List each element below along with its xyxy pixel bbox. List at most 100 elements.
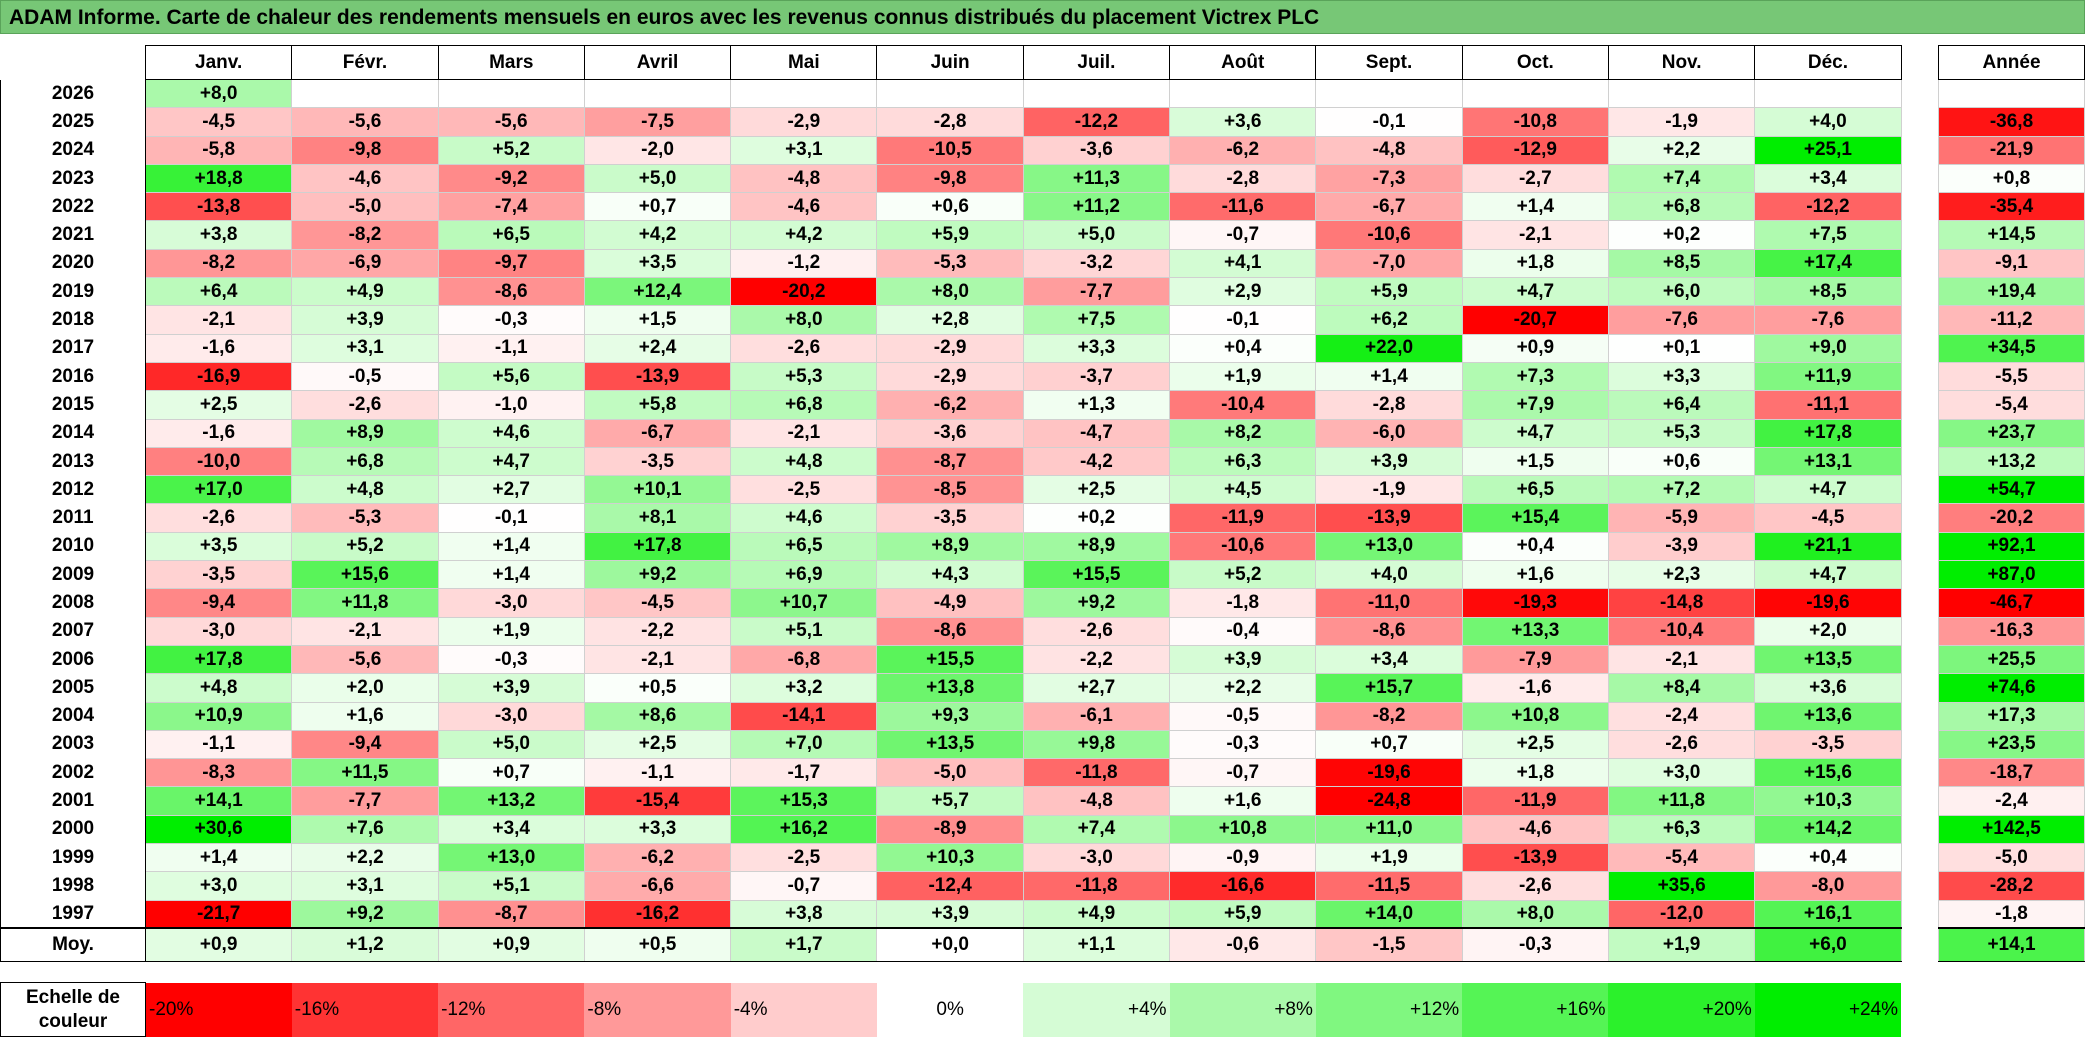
average-row: Moy. +0,9 +1,2 +0,9 +0,5 +1,7 +0,0 +1,1 -0,6 -1,5…	[0, 927, 1902, 962]
heat-cell: +1,6	[1461, 560, 1609, 590]
heat-cell: +2,5	[1461, 729, 1609, 760]
year-label: 1999	[0, 843, 146, 872]
heat-cell: -10,8	[1461, 107, 1609, 137]
heat-cell: -7,9	[1461, 644, 1609, 675]
year-label: 2017	[0, 334, 146, 363]
heat-cell: +13,2	[437, 786, 585, 816]
heat-cell: +0,2	[1607, 220, 1756, 250]
scale-step: -12%	[438, 982, 585, 1037]
annual-table: Année -36,8 -21,9 +0,8 -35,4 +14,5 -9,1 +19,4-…	[1938, 45, 2085, 962]
year-label: 2016	[0, 362, 146, 391]
average-cell: +0,9	[144, 927, 293, 962]
heat-cell: -21,7	[144, 899, 293, 929]
heat-cell: +3,2	[730, 673, 878, 703]
heat-cell: +5,3	[730, 361, 878, 392]
heat-cell: +8,0	[876, 277, 1024, 307]
heat-cell: +10,3	[1754, 786, 1902, 816]
heat-cell: +0,6	[1607, 446, 1756, 477]
annual-cell: -5,4	[1938, 390, 2085, 420]
heat-cell: -3,5	[583, 446, 732, 477]
heat-cell: -6,6	[583, 871, 732, 901]
heat-cell: -7,6	[1754, 305, 1902, 335]
annual-cell: -16,3	[1938, 616, 2085, 646]
year-label: 2010	[0, 532, 146, 561]
heat-cell: +11,8	[291, 588, 439, 618]
heat-cell: -19,3	[1461, 588, 1609, 618]
year-row: 2009 -3,5 +15,6 +1,4 +9,2 +6,9 +4,3 +15,5 +5,2 +4…	[0, 560, 1902, 590]
heat-cell: -7,7	[1022, 277, 1171, 307]
year-label: 2014	[0, 419, 146, 448]
heat-cell	[876, 78, 1024, 109]
heat-cell: +0,7	[437, 758, 585, 788]
heat-cell: +9,2	[291, 899, 439, 929]
heat-cell: -6,9	[291, 248, 439, 279]
heat-cell: +3,9	[876, 899, 1024, 929]
heat-cell: -2,7	[1461, 163, 1609, 194]
heat-cell: +0,4	[1461, 531, 1609, 562]
annual-cell: +19,4	[1938, 277, 2085, 307]
heat-cell: -2,0	[583, 135, 732, 165]
month-header: Janv.	[144, 45, 293, 80]
annual-cell: +92,1	[1938, 531, 2085, 562]
month-header: Août	[1169, 45, 1317, 80]
heat-cell: +11,8	[1607, 786, 1756, 816]
heat-cell: -11,1	[1754, 390, 1902, 420]
heat-cell: -8,3	[144, 758, 293, 788]
heat-cell: +3,1	[291, 871, 439, 901]
heat-cell: -11,8	[1022, 758, 1171, 788]
heat-cell: +4,2	[730, 220, 878, 250]
month-header: Sept.	[1315, 45, 1463, 80]
heat-cell: +6,9	[730, 560, 878, 590]
heat-cell: +6,2	[1315, 305, 1463, 335]
heat-cell: +3,3	[1022, 333, 1171, 363]
heat-cell: +3,6	[1169, 107, 1317, 137]
average-cell: +0,0	[876, 927, 1024, 962]
average-cell: +1,1	[1022, 927, 1171, 962]
heat-cell: +13,8	[876, 673, 1024, 703]
scale-step: +24%	[1754, 982, 1902, 1037]
heat-cell: +17,0	[144, 475, 293, 505]
heat-cell: -10,4	[1607, 616, 1756, 646]
heat-cell: +4,8	[730, 446, 878, 477]
heat-cell: +13,6	[1754, 701, 1902, 731]
heat-cell: -11,8	[1022, 871, 1171, 901]
heat-cell: +2,8	[876, 305, 1024, 335]
heat-cell: -6,1	[1022, 701, 1171, 731]
heat-cell: +8,9	[876, 531, 1024, 562]
heat-cell: +4,7	[1461, 277, 1609, 307]
heat-cell: -1,1	[583, 758, 732, 788]
year-label: 2020	[0, 249, 146, 278]
year-label: 2023	[0, 164, 146, 193]
heat-cell: -10,6	[1169, 531, 1317, 562]
annual-average-cell: +14,1	[1938, 927, 2085, 962]
heat-cell: +4,5	[1169, 475, 1317, 505]
heat-cell: +5,8	[583, 390, 732, 420]
heat-cell: -12,0	[1607, 899, 1756, 929]
heat-cell: +3,0	[1607, 758, 1756, 788]
heat-cell: +6,3	[1169, 446, 1317, 477]
month-header: Juil.	[1022, 45, 1171, 80]
heat-cell: +16,2	[730, 814, 878, 845]
annual-cell: +54,7	[1938, 475, 2085, 505]
heat-cell: -2,6	[1461, 871, 1609, 901]
heat-cell: +7,4	[1022, 814, 1171, 845]
heat-cell: +15,5	[876, 644, 1024, 675]
heat-cell: -1,6	[144, 418, 293, 448]
heat-cell: +3,9	[291, 305, 439, 335]
year-label: 2000	[0, 815, 146, 844]
heat-cell: -4,8	[1315, 135, 1463, 165]
heat-cell: +6,5	[437, 220, 585, 250]
heat-cell: -4,8	[1022, 786, 1171, 816]
heat-cell: +2,3	[1607, 560, 1756, 590]
heat-cell: -3,7	[1022, 361, 1171, 392]
year-row: 1999 +1,4 +2,2 +13,0 -6,2 -2,5 +10,3 -3,0 -0,9 +1…	[0, 843, 1902, 873]
average-cell: +0,9	[437, 927, 585, 962]
heat-cell: +14,1	[144, 786, 293, 816]
year-row: 2010 +3,5 +5,2 +1,4 +17,8 +6,5 +8,9 +8,9 -10,6 +1…	[0, 531, 1902, 562]
heat-cell: +4,8	[144, 673, 293, 703]
annual-cell: -20,2	[1938, 503, 2085, 533]
heat-cell: +3,3	[583, 814, 732, 845]
heat-cell: +0,4	[1169, 333, 1317, 363]
heat-cell: -0,3	[1169, 729, 1317, 760]
annual-cell	[1938, 78, 2085, 109]
